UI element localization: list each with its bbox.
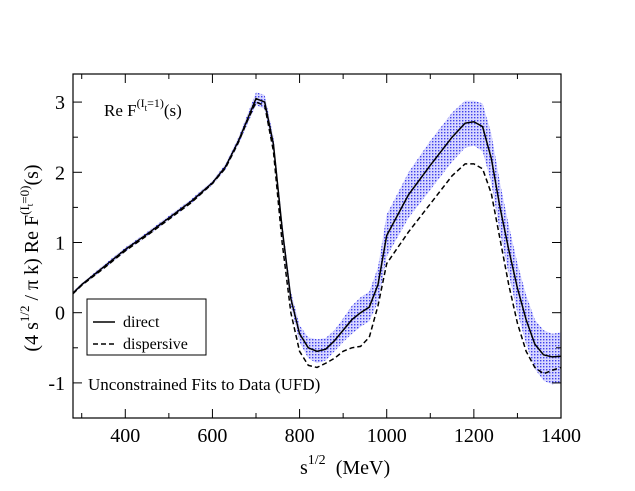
y-axis-title-super-end: =0) xyxy=(17,186,32,204)
y-tick-label: 0 xyxy=(55,303,65,325)
panel-label-super: (I xyxy=(137,96,145,110)
x-tick-label: 600 xyxy=(197,425,227,447)
x-axis-title-s: s xyxy=(300,457,308,479)
x-tick-label: 400 xyxy=(110,425,140,447)
legend: direct dispersive xyxy=(86,298,207,356)
x-axis: 400 600 800 1000 1200 1400 xyxy=(81,74,581,447)
y-axis-title-super: (I xyxy=(17,206,32,215)
y-axis: -1 0 1 2 3 xyxy=(48,92,561,419)
y-axis-title-suffix: (s) xyxy=(21,164,43,185)
panel-label-super-end: =1) xyxy=(147,96,164,110)
x-tick-label: 1200 xyxy=(454,425,494,447)
legend-direct-label: direct xyxy=(123,314,160,331)
x-axis-title: s1/2 (MeV) xyxy=(300,453,390,479)
x-axis-title-unit: (MeV) xyxy=(336,457,390,479)
panel-label-sub: t xyxy=(145,103,148,113)
error-band-layer xyxy=(73,92,561,385)
series-line-direct xyxy=(73,97,561,358)
y-tick-label: 2 xyxy=(55,162,65,184)
series-layer xyxy=(73,97,561,375)
y-axis-title-exp: 1/2 xyxy=(17,306,32,323)
plot-frame xyxy=(72,73,562,419)
y-axis-title-mid: / π k) Re F xyxy=(21,215,43,306)
panel-label: Re F(It=1)(s) xyxy=(104,96,182,120)
series-line-dispersive xyxy=(73,101,561,375)
y-axis-title-sub: t xyxy=(25,203,35,206)
legend-dispersive-label: dispersive xyxy=(123,336,188,353)
x-tick-label: 1000 xyxy=(367,425,407,447)
y-tick-label: 1 xyxy=(55,232,65,254)
x-tick-label: 800 xyxy=(285,425,315,447)
panel-label-prefix: Re F xyxy=(104,101,137,120)
y-axis-title: (4 s1/2 / π k) Re F(It=0)(s) xyxy=(17,164,43,351)
y-tick-label: 3 xyxy=(55,92,65,114)
x-axis-title-exponent: 1/2 xyxy=(308,453,326,468)
y-tick-label: -1 xyxy=(48,373,65,395)
y-axis-title-prefix: (4 s xyxy=(21,322,43,352)
panel-label-suffix: (s) xyxy=(164,101,182,120)
legend-box xyxy=(86,298,207,356)
x-tick-label: 1400 xyxy=(541,425,581,447)
error-band xyxy=(73,92,561,385)
subtitle-annotation: Unconstrained Fits to Data (UFD) xyxy=(88,375,320,394)
